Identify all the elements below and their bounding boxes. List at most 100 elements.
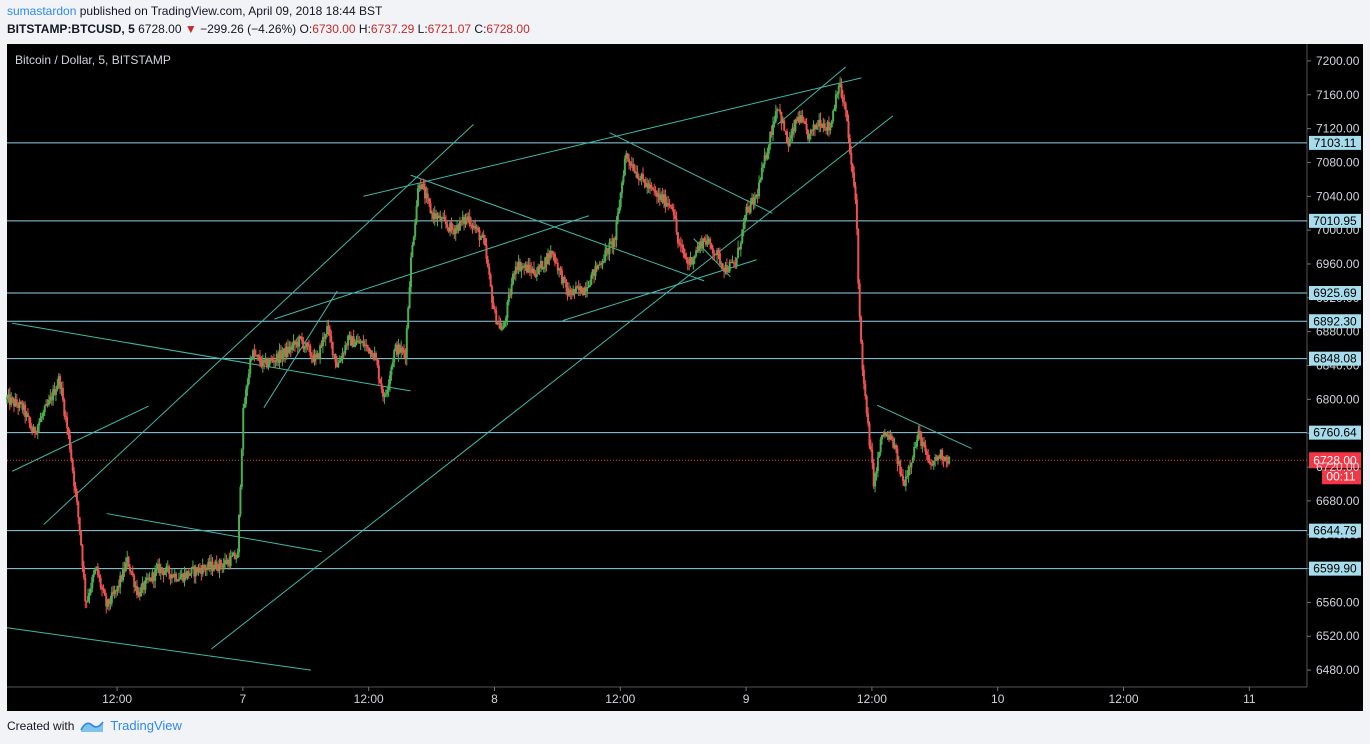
candle-body bbox=[756, 194, 759, 197]
candle-body bbox=[239, 487, 242, 515]
candle-body bbox=[243, 404, 246, 408]
candle-body bbox=[759, 179, 762, 183]
candle-body bbox=[696, 250, 699, 252]
candle-body bbox=[169, 574, 172, 579]
candle-body bbox=[489, 274, 492, 287]
candle-body bbox=[352, 336, 355, 347]
candle-body bbox=[159, 567, 162, 574]
candle-body bbox=[783, 120, 786, 131]
candle-body bbox=[609, 241, 612, 243]
candle-body bbox=[936, 456, 939, 461]
candle-body bbox=[892, 439, 895, 448]
candle-body bbox=[544, 257, 547, 268]
candle-body bbox=[200, 569, 203, 575]
candle-body bbox=[524, 264, 527, 268]
candle-body bbox=[542, 267, 545, 270]
candle-body bbox=[264, 358, 267, 363]
candle-body bbox=[198, 567, 201, 570]
price-tick-label: 7080.00 bbox=[1316, 155, 1360, 169]
candle-body bbox=[484, 238, 487, 246]
candle-body bbox=[642, 173, 645, 179]
price-tick-label: 7040.00 bbox=[1316, 189, 1360, 203]
candle-body bbox=[217, 569, 220, 571]
candle-body bbox=[182, 573, 185, 582]
candle-body bbox=[180, 573, 183, 578]
candle-body bbox=[520, 267, 523, 271]
candle-body bbox=[263, 359, 266, 363]
candle-body bbox=[401, 347, 404, 350]
candle-body bbox=[931, 464, 934, 466]
candle-body bbox=[261, 359, 264, 367]
candle-body bbox=[31, 428, 34, 433]
candle-body bbox=[412, 236, 415, 246]
candle-body bbox=[802, 121, 805, 123]
candle-body bbox=[449, 222, 452, 232]
candle-body bbox=[419, 185, 422, 190]
candle-body bbox=[437, 215, 440, 217]
candle-body bbox=[667, 203, 670, 205]
candle-body bbox=[735, 257, 738, 266]
candle-body bbox=[477, 227, 480, 230]
candle-body bbox=[739, 242, 742, 250]
candle-body bbox=[605, 248, 608, 251]
candle-body bbox=[50, 396, 53, 401]
candle-body bbox=[702, 238, 705, 249]
candle-body bbox=[165, 566, 168, 573]
candle-body bbox=[883, 432, 886, 436]
candle-body bbox=[825, 128, 828, 131]
candle-body bbox=[205, 567, 208, 570]
time-tick-label: 7 bbox=[240, 692, 247, 706]
candle-body bbox=[103, 590, 106, 596]
candle-body bbox=[594, 265, 597, 277]
candle-body bbox=[12, 398, 15, 407]
candle-body bbox=[70, 449, 73, 460]
candle-body bbox=[88, 592, 91, 597]
time-tick-label: 10 bbox=[991, 692, 1005, 706]
plot-area[interactable] bbox=[7, 44, 1307, 687]
tradingview-brand-link[interactable]: TradingView bbox=[110, 718, 182, 733]
candle-body bbox=[75, 490, 78, 502]
candle-body bbox=[126, 557, 129, 563]
candle-body bbox=[187, 570, 190, 576]
candle-body bbox=[549, 250, 552, 259]
candle-body bbox=[168, 566, 171, 575]
candle-body bbox=[827, 122, 830, 131]
candle-body bbox=[616, 213, 619, 222]
candle-body bbox=[141, 582, 144, 587]
time-axis[interactable] bbox=[7, 687, 1363, 711]
candle-body bbox=[780, 111, 783, 124]
candle-body bbox=[442, 217, 445, 219]
candle-body bbox=[193, 566, 196, 577]
candle-body bbox=[791, 127, 794, 135]
candle-body bbox=[612, 238, 615, 248]
candle-body bbox=[155, 568, 158, 570]
candle-body bbox=[746, 206, 749, 208]
candle-body bbox=[212, 568, 215, 571]
candle-body bbox=[460, 220, 463, 222]
candle-body bbox=[622, 175, 625, 183]
candle-body bbox=[82, 566, 85, 578]
candle-body bbox=[233, 552, 236, 559]
candle-body bbox=[57, 376, 60, 386]
candle-body bbox=[643, 178, 646, 183]
candle-body bbox=[123, 568, 126, 572]
time-tick-label: 12:00 bbox=[354, 692, 384, 706]
candle-body bbox=[36, 425, 39, 434]
candle-body bbox=[833, 108, 836, 112]
candle-body bbox=[64, 415, 67, 418]
author-link[interactable]: sumastardon bbox=[7, 4, 77, 18]
tradingview-logo-icon bbox=[80, 721, 105, 732]
candle-body bbox=[902, 476, 905, 481]
candle-body bbox=[899, 461, 902, 475]
candle-body bbox=[39, 418, 42, 423]
candle-body bbox=[293, 341, 296, 345]
candle-body bbox=[657, 193, 660, 197]
candle-body bbox=[151, 572, 154, 582]
candle-body bbox=[874, 473, 877, 487]
candle-body bbox=[405, 328, 408, 359]
candle-body bbox=[130, 571, 133, 573]
candle-body bbox=[356, 340, 359, 342]
candle-body bbox=[646, 183, 649, 188]
candle-body bbox=[341, 352, 344, 360]
